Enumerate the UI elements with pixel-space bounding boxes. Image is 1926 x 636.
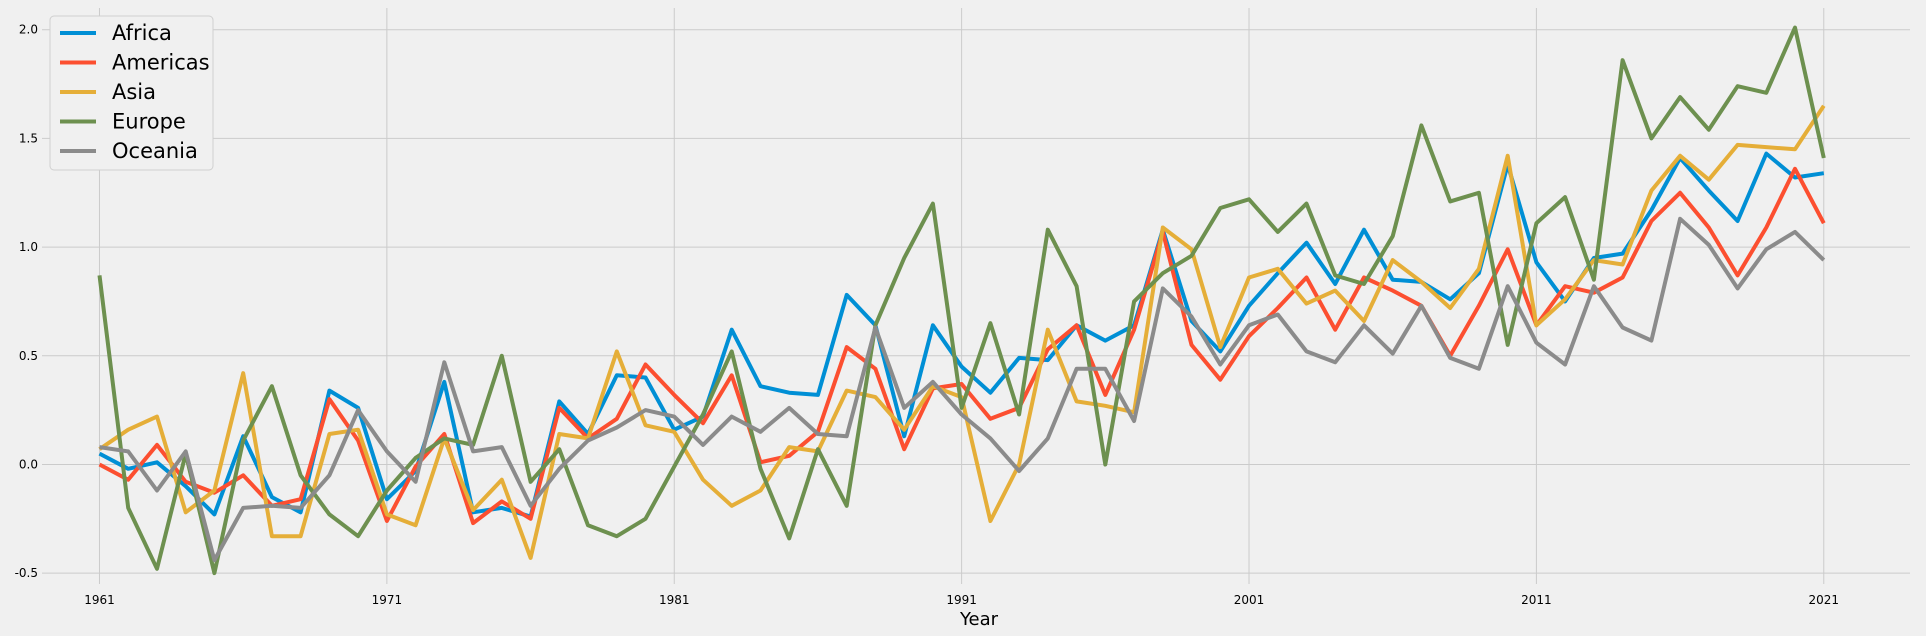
x-tick-label: 2021: [1809, 593, 1840, 607]
x-tick-label: 1961: [84, 593, 115, 607]
legend-box: [49, 15, 214, 171]
legend: Africa Americas Asia Europe Oceania: [49, 15, 214, 171]
x-tick-label: 2001: [1234, 593, 1265, 607]
x-tick-label: 1971: [372, 593, 403, 607]
legend-label: Oceania: [112, 139, 198, 163]
y-tick-label: 0.5: [19, 349, 38, 363]
x-tick-label: 1981: [659, 593, 690, 607]
legend-label: Europe: [112, 110, 186, 134]
series-line-oceania: [99, 216, 1826, 563]
legend-label: Americas: [112, 51, 210, 75]
series-lines: [97, 25, 1826, 576]
y-tick-label: 0.0: [19, 457, 38, 471]
x-tick-label: 2011: [1521, 593, 1552, 607]
x-tick-label: 1991: [946, 593, 977, 607]
y-tick-label: 1.5: [19, 131, 38, 145]
series-line-africa: [98, 151, 1825, 519]
y-tick-label: 2.0: [19, 23, 38, 37]
legend-label: Asia: [112, 80, 156, 104]
y-tick-label: -0.5: [15, 566, 38, 580]
series-line-europe: [97, 25, 1826, 576]
y-tick-label: 1.0: [19, 240, 38, 254]
axis-ticks: -0.5 0.0 0.5 1.0 1.5 2.0 1961 1971 1981 1991 2001 2…: [15, 23, 1839, 607]
x-axis-label: Year: [959, 609, 999, 630]
legend-label: Africa: [112, 21, 172, 45]
